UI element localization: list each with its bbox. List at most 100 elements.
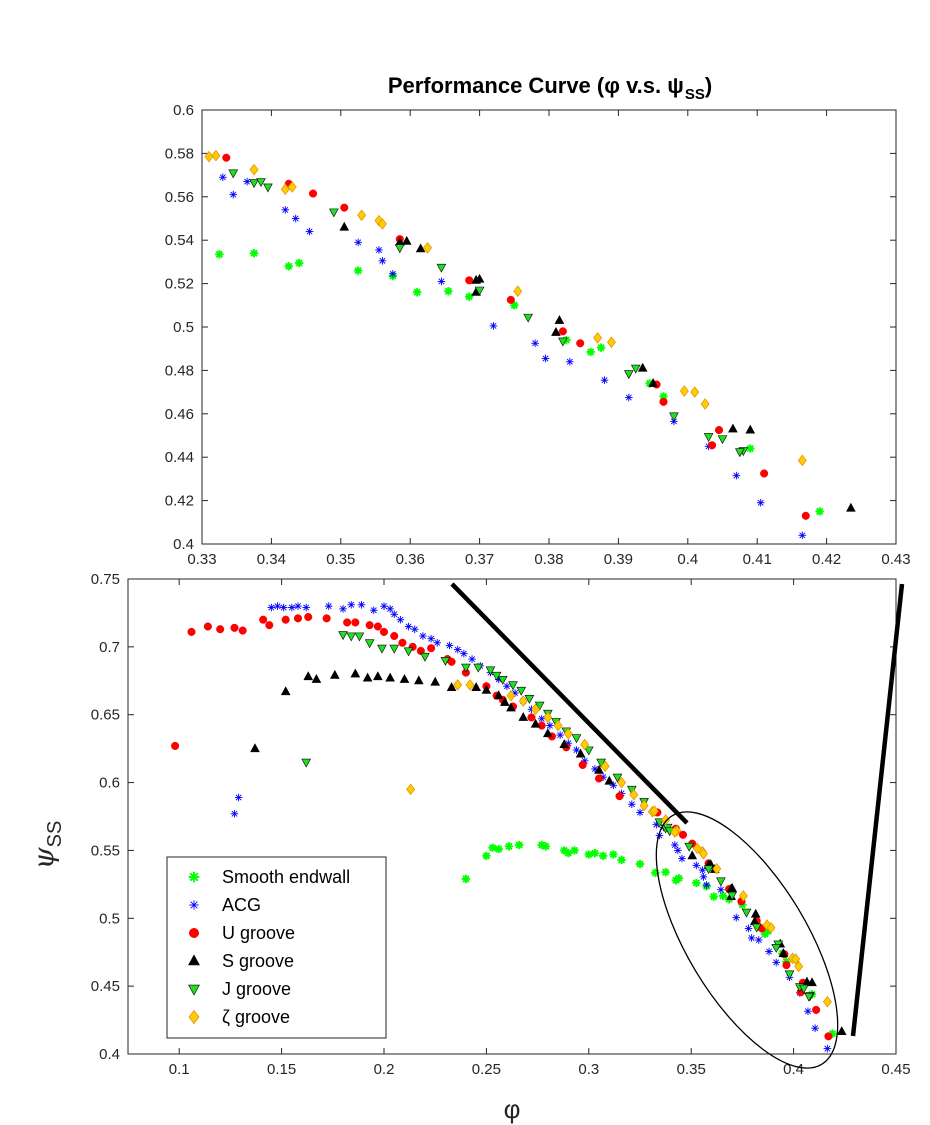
main-point-s-groove — [446, 682, 457, 691]
main-point-s-groove — [280, 686, 291, 696]
inset-y-tick-label: 0.52 — [165, 276, 194, 293]
inset-y-tick-label: 0.54 — [165, 232, 194, 249]
inset-point-j-groove — [735, 448, 745, 458]
main-point-s-groove — [362, 672, 373, 682]
main-point-smooth-endwall — [598, 851, 608, 861]
inset-point-acg — [489, 322, 498, 330]
main-point-acg — [823, 1044, 832, 1053]
inset-point-s-groove — [551, 326, 561, 336]
inset-point-j-groove — [228, 169, 239, 179]
inset-point-zeta-groove — [249, 163, 259, 176]
main-y-tick-label: 0.55 — [91, 842, 120, 859]
main-point-zeta-groove — [518, 695, 528, 707]
inset-point-u-groove — [708, 441, 717, 450]
main-x-tick-label: 0.15 — [267, 1061, 296, 1078]
inset-plot-area — [201, 109, 897, 545]
legend-marker-acg — [189, 900, 199, 910]
inset-point-j-groove — [717, 435, 728, 445]
main-point-j-groove — [301, 758, 312, 768]
main-point-j-groove — [497, 676, 508, 685]
main-point-s-groove — [481, 684, 492, 694]
main-point-smooth-endwall — [674, 874, 684, 883]
inset-point-smooth-endwall — [284, 262, 293, 271]
inset-point-s-groove — [474, 273, 485, 283]
inset-y-tick-label: 0.44 — [165, 449, 194, 466]
inset-point-acg — [305, 227, 314, 236]
main-point-acg — [811, 1024, 819, 1033]
main-point-j-groove — [784, 970, 795, 980]
main-point-j-groove — [389, 644, 400, 654]
main-series-acg — [230, 600, 832, 1053]
main-point-s-groove — [493, 690, 504, 700]
inset-x-tick-label: 0.41 — [743, 551, 772, 568]
main-point-acg — [386, 605, 394, 613]
inset-point-acg — [219, 173, 227, 182]
inset-x-tick-label: 0.39 — [604, 551, 633, 568]
main-point-zeta-groove — [543, 711, 553, 724]
main-point-smooth-endwall — [488, 843, 497, 852]
inset-point-s-groove — [339, 221, 350, 231]
main-point-acg — [427, 634, 435, 643]
main-point-acg — [699, 873, 708, 881]
main-point-acg — [772, 958, 780, 967]
main-point-j-groove — [403, 647, 414, 657]
inset-chart: Performance Curve (φ v.s. ψSS) 0.33 0.34 0… — [165, 73, 911, 568]
main-point-smooth-endwall — [661, 867, 670, 877]
inset-point-acg — [354, 238, 362, 247]
main-point-smooth-endwall — [494, 844, 503, 854]
inset-y-tick-label: 0.56 — [165, 189, 194, 206]
main-point-s-groove — [750, 908, 761, 918]
main-point-u-groove — [578, 760, 587, 769]
main-point-acg — [460, 649, 468, 658]
inset-point-acg — [625, 393, 633, 402]
main-point-zeta-groove — [791, 953, 801, 965]
main-point-j-groove — [654, 818, 665, 828]
main-point-smooth-endwall — [541, 842, 550, 851]
main-x-tick-label: 0.1 — [169, 1061, 190, 1078]
main-point-j-groove — [420, 652, 430, 662]
inset-x-tick-label: 0.42 — [812, 551, 841, 568]
legend-marker-j-groove — [188, 984, 200, 996]
legend-label-acg: ACG — [222, 895, 261, 915]
main-point-acg — [410, 625, 419, 634]
main-x-tick-label: 0.45 — [881, 1061, 910, 1078]
legend-item-acg: ACG — [189, 895, 261, 915]
main-point-acg — [671, 841, 679, 849]
main-point-zeta-groove — [794, 960, 804, 973]
main-series-j-groove — [301, 631, 815, 1002]
inset-y-tick-label: 0.4 — [173, 536, 194, 553]
main-point-j-groove — [571, 734, 582, 744]
main-point-j-groove — [524, 695, 535, 704]
inset-point-j-groove — [669, 412, 679, 422]
legend-label-zeta-groove: ζ groove — [222, 1007, 290, 1027]
inset-point-smooth-endwall — [586, 347, 595, 357]
main-point-acg — [453, 645, 462, 654]
inset-x-tick-label: 0.34 — [257, 551, 286, 568]
main-point-u-groove — [594, 774, 604, 783]
main-x-tick-label: 0.35 — [677, 1061, 706, 1078]
main-series-zeta-groove — [406, 679, 832, 1008]
main-point-acg — [468, 655, 476, 663]
main-point-acg — [294, 602, 302, 610]
main-point-smooth-endwall — [718, 891, 728, 901]
main-point-zeta-groove — [617, 776, 627, 789]
inset-point-acg — [732, 471, 741, 480]
inset-point-s-groove — [401, 235, 412, 245]
inset-point-s-groove — [554, 315, 565, 324]
main-point-s-groove — [727, 883, 737, 892]
main-point-acg — [390, 610, 399, 619]
main-x-tick-label: 0.25 — [472, 1061, 501, 1078]
inset-point-j-groove — [703, 433, 714, 443]
inset-x-tick-label: 0.38 — [534, 551, 563, 568]
inset-point-u-groove — [714, 426, 724, 435]
main-point-zeta-groove — [738, 890, 748, 902]
main-point-acg — [754, 936, 763, 944]
main-point-zeta-groove — [453, 679, 463, 691]
main-y-tick-label: 0.6 — [99, 775, 120, 792]
main-point-acg — [288, 603, 296, 612]
main-point-acg — [732, 913, 741, 922]
main-point-j-groove — [508, 681, 518, 691]
inset-point-zeta-groove — [377, 218, 387, 230]
legend-marker-u-groove — [189, 928, 199, 938]
main-point-j-groove — [583, 746, 594, 756]
